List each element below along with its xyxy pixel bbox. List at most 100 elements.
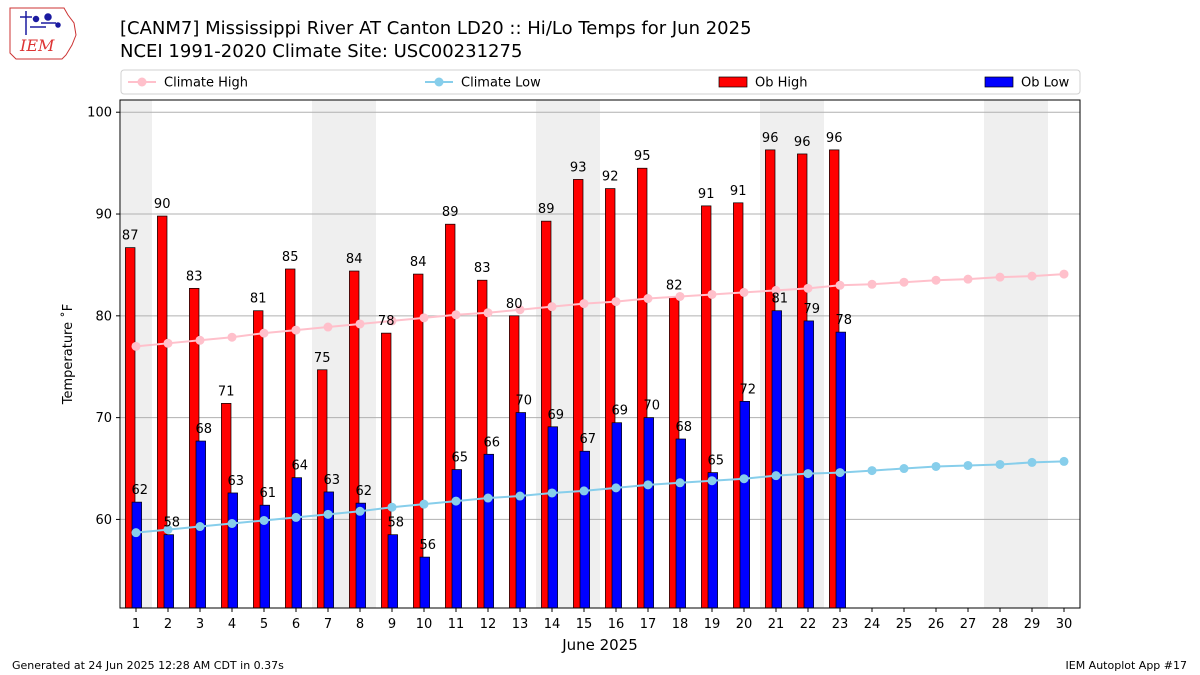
ob-low-bar-2 [163, 534, 174, 609]
climate-high-legend-marker [137, 77, 147, 87]
ob-low-bar-12 [483, 453, 494, 609]
climate-low-point-22 [803, 469, 813, 479]
climate-low-point-26 [931, 461, 941, 471]
ob-low-legend-label: Ob Low [1021, 76, 1070, 91]
climate-low-legend-label: Climate Low [461, 76, 541, 91]
ob-high-label-21: 96 [762, 131, 779, 146]
x-tick-label-13: 13 [512, 617, 529, 632]
climate-low-point-13 [515, 491, 525, 501]
climate-low-point-3 [195, 522, 205, 532]
x-tick-label-8: 8 [356, 617, 364, 632]
climate-high-point-15 [579, 299, 589, 309]
ob-high-label-4: 71 [218, 384, 235, 399]
climate-high-point-4 [227, 332, 237, 342]
ob-low-label-3: 68 [196, 422, 213, 437]
climate-high-point-29 [1027, 271, 1037, 281]
x-tick-label-1: 1 [132, 617, 140, 632]
x-tick-label-23: 23 [832, 617, 849, 632]
x-tick-label-16: 16 [608, 617, 625, 632]
climate-low-point-28 [995, 459, 1005, 469]
climate-low-point-9 [387, 502, 397, 512]
climate-low-point-17 [643, 480, 653, 490]
ob-high-label-17: 95 [634, 149, 651, 164]
climate-high-point-30 [1059, 269, 1069, 279]
climate-low-point-19 [707, 476, 717, 486]
ob-low-label-2: 58 [164, 516, 181, 531]
ob-low-bar-22 [803, 320, 814, 609]
ob-high-label-7: 75 [314, 351, 331, 366]
legend: Climate High Climate Low Ob High Ob Low [120, 69, 1081, 95]
climate-high-point-20 [739, 287, 749, 297]
ob-high-label-2: 90 [154, 197, 171, 212]
ob-low-bar-11 [451, 469, 462, 609]
climate-low-point-20 [739, 474, 749, 484]
climate-high-point-21 [771, 285, 781, 295]
ob-low-label-11: 65 [452, 451, 469, 466]
app-credit: IEM Autoplot App #17 [1065, 659, 1188, 672]
ob-high-label-5: 81 [250, 292, 267, 307]
climate-low-point-21 [771, 471, 781, 481]
climate-high-legend-label: Climate High [164, 76, 248, 91]
x-tick-label-2: 2 [164, 617, 172, 632]
ob-low-legend-swatch [984, 76, 1014, 88]
climate-low-point-29 [1027, 457, 1037, 467]
climate-low-point-25 [899, 464, 909, 474]
ob-low-bar-4 [227, 492, 238, 609]
x-tick-label-20: 20 [736, 617, 753, 632]
generated-timestamp: Generated at 24 Jun 2025 12:28 AM CDT in… [12, 659, 284, 672]
ob-high-label-14: 89 [538, 202, 555, 217]
ob-low-bar-7 [323, 491, 334, 609]
ob-high-legend-swatch [718, 76, 748, 88]
x-tick-label-3: 3 [196, 617, 204, 632]
climate-low-point-2 [163, 525, 173, 535]
x-tick-label-24: 24 [864, 617, 881, 632]
y-tick-label-60: 60 [95, 513, 112, 528]
ob-low-bar-15 [579, 450, 590, 609]
x-tick-label-11: 11 [448, 617, 465, 632]
ob-low-label-15: 67 [580, 432, 597, 447]
ob-high-label-16: 92 [602, 170, 619, 185]
x-tick-label-21: 21 [768, 617, 785, 632]
ob-high-legend-label: Ob High [755, 76, 808, 91]
climate-high-point-5 [259, 328, 269, 338]
climate-low-point-10 [419, 499, 429, 509]
climate-high-point-23 [835, 280, 845, 290]
iem-logo: IEM [9, 7, 77, 60]
x-tick-label-12: 12 [480, 617, 497, 632]
climate-high-point-12 [483, 308, 493, 318]
x-tick-label-22: 22 [800, 617, 817, 632]
ob-low-label-12: 66 [484, 435, 501, 450]
ob-low-bar-8 [355, 502, 366, 609]
ob-low-label-4: 63 [228, 474, 245, 489]
ob-low-label-8: 62 [356, 484, 373, 499]
climate-high-point-25 [899, 277, 909, 287]
climate-low-point-12 [483, 493, 493, 503]
climate-high-point-16 [611, 297, 621, 307]
climate-low-point-27 [963, 460, 973, 470]
x-tick-label-28: 28 [992, 617, 1009, 632]
x-tick-label-7: 7 [324, 617, 332, 632]
climate-low-point-23 [835, 468, 845, 478]
svg-text:IEM: IEM [19, 36, 55, 55]
ob-low-label-22: 79 [804, 302, 821, 317]
ob-low-label-18: 68 [676, 420, 693, 435]
x-tick-label-15: 15 [576, 617, 593, 632]
ob-low-bar-9 [387, 534, 398, 609]
ob-low-bar-13 [515, 412, 526, 609]
climate-low-point-7 [323, 509, 333, 519]
climate-high-point-14 [547, 302, 557, 312]
ob-low-label-23: 78 [836, 313, 853, 328]
climate-high-point-11 [451, 310, 461, 320]
climate-low-point-16 [611, 483, 621, 493]
weekend-shade-28 [984, 100, 1016, 608]
ob-high-label-13: 80 [506, 297, 523, 312]
x-tick-label-14: 14 [544, 617, 561, 632]
ob-low-bar-1 [131, 501, 142, 609]
climate-high-point-18 [675, 291, 685, 301]
climate-low-point-18 [675, 478, 685, 488]
climate-high-point-26 [931, 275, 941, 285]
ob-low-bar-16 [611, 422, 622, 609]
climate-high-point-3 [195, 335, 205, 345]
climate-low-line [135, 460, 1065, 534]
chart-title: [CANM7] Mississippi River AT Canton LD20… [120, 18, 752, 39]
